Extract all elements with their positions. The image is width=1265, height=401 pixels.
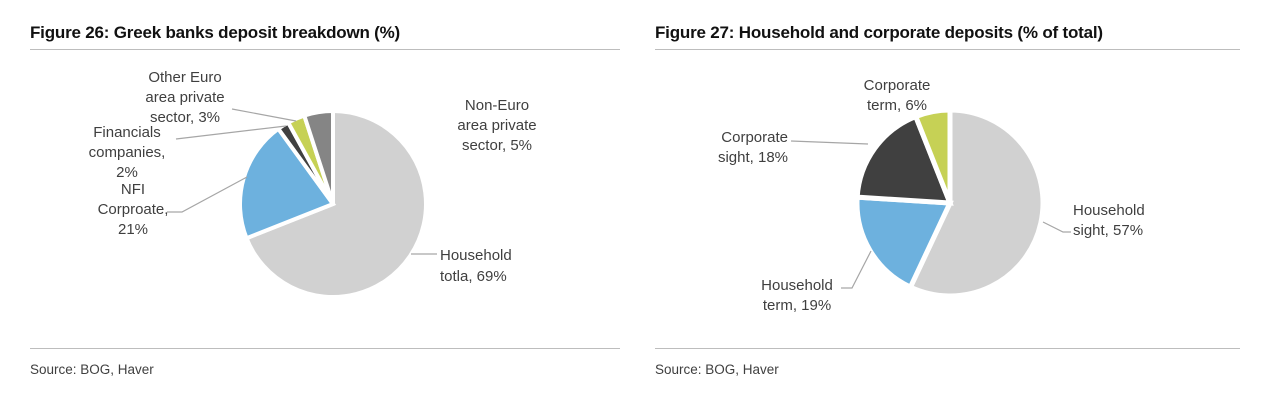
label-line: area private [145,89,225,106]
label-line: term, 19% [762,297,832,314]
label-household-term: Household term, 19% [761,276,833,316]
label-line: sector, 5% [461,137,533,154]
label-line: Other Euro [148,69,222,86]
label-other-euro-area-private-sector: Other Euro area private sector, 3% [145,68,224,128]
label-financials-companies: Financials companies, 2% [89,123,166,183]
figure27-title-divider [655,49,1240,50]
figure27-title: Figure 27: Household and corporate depos… [655,23,1103,42]
label-line: 21% [117,221,149,238]
label-line: sight, 57% [1073,222,1144,239]
pie-slice-household-term [854,194,954,291]
pie-slice-household-sight [907,107,1046,299]
label-line: NFI [120,181,146,198]
label-line: totla, 69% [440,268,507,285]
figure26-source: Source: BOG, Haver [30,362,154,377]
leader-line-household-term [841,250,872,289]
label-line: Corporate [863,77,931,94]
label-line: Household [440,247,512,264]
figure26-pie [238,108,428,299]
label-line: companies, [88,144,166,161]
pie-slice-corporate-term [912,107,953,204]
leader-line-household-sight [1042,221,1071,233]
label-non-euro-area-private-sector: Non-Euro area private sector, 5% [457,96,536,156]
figure26-source-divider [30,348,620,349]
figure26-pie-chart [167,108,437,299]
leader-line-nfi-corproate [167,176,248,213]
label-line: Corproate, [97,201,169,218]
label-household-totla: Household totla, 69% [440,245,512,287]
label-line: Financials [93,124,161,141]
label-line: sight, 18% [717,149,788,166]
label-line: Household [761,277,833,294]
label-corporate-term: Corporate term, 6% [864,76,931,116]
figure26-title: Figure 26: Greek banks deposit breakdown… [30,23,401,42]
label-line: Non-Euro [464,97,530,114]
pie-slice-nfi-corproate [238,125,337,241]
leader-line-financials [175,125,287,140]
label-line: Corporate [721,129,788,146]
label-corporate-sight: Corporate sight, 18% [718,128,788,168]
leader-line-corporate-sight [790,140,869,145]
label-household-sight: Household sight, 57% [1073,201,1145,241]
figure27-source: Source: BOG, Haver [655,362,779,377]
label-nfi-corproate: NFI Corproate, 21% [98,180,169,240]
label-line: 2% [116,164,138,181]
leader-line-other-euro [231,108,297,122]
pie-slice-corporate-sight [854,113,954,206]
label-line: sector, 3% [149,109,221,126]
figure26-title-divider [30,49,620,50]
figure27-pie-chart [790,107,1071,299]
label-line: term, 6% [866,97,928,114]
figure27-pie [854,107,1046,299]
label-line: Household [1073,202,1145,219]
label-line: area private [457,117,537,134]
figure27-source-divider [655,348,1240,349]
pie-slice-non-euro-area-private-sector [301,108,335,205]
pie-slice-household-totla [243,108,428,299]
